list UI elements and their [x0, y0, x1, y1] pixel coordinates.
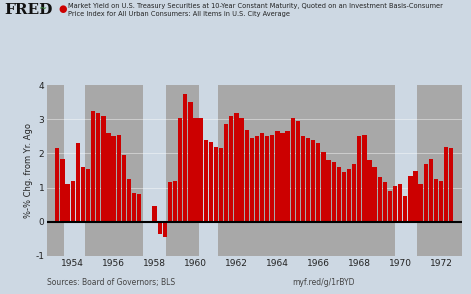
Bar [178, 118, 182, 222]
Bar [388, 191, 392, 222]
Bar [193, 118, 198, 222]
Bar [219, 148, 223, 222]
Bar [86, 169, 90, 222]
Bar [112, 136, 116, 222]
Bar [188, 102, 193, 222]
Bar [301, 136, 305, 222]
Bar [398, 184, 402, 222]
Bar [367, 160, 372, 222]
Bar [296, 121, 300, 222]
Bar [137, 194, 141, 222]
Bar [362, 135, 366, 222]
Bar [127, 179, 131, 222]
Bar [234, 113, 239, 222]
Bar [91, 111, 95, 222]
Bar [275, 131, 279, 222]
Bar [81, 167, 85, 222]
Bar [153, 206, 157, 222]
Text: ~: ~ [39, 4, 47, 14]
Bar [224, 124, 228, 222]
Bar [280, 133, 284, 222]
Bar [168, 183, 172, 222]
Bar [357, 136, 361, 222]
Text: myf.red/g/1rBYD: myf.red/g/1rBYD [292, 278, 355, 287]
Bar [122, 155, 126, 222]
Bar [173, 181, 177, 222]
Bar [403, 196, 407, 222]
Bar [71, 181, 75, 222]
Bar [408, 176, 413, 222]
Bar [214, 147, 218, 222]
Bar [419, 184, 423, 222]
Bar [65, 184, 70, 222]
Bar [157, 222, 162, 234]
Bar [270, 135, 275, 222]
Bar [321, 152, 325, 222]
Bar [147, 222, 152, 223]
Bar [199, 85, 218, 256]
Bar [429, 158, 433, 222]
Bar [198, 118, 203, 222]
Bar [414, 171, 418, 222]
Y-axis label: %-% Chg. from Yr. Ago: %-% Chg. from Yr. Ago [24, 123, 32, 218]
Bar [203, 140, 208, 222]
Text: FRED: FRED [5, 3, 53, 17]
Bar [395, 85, 417, 256]
Bar [285, 131, 290, 222]
Bar [162, 222, 167, 237]
Bar [106, 133, 111, 222]
Bar [265, 136, 269, 222]
Bar [326, 160, 331, 222]
Bar [65, 85, 85, 256]
Bar [291, 118, 295, 222]
Bar [332, 162, 336, 222]
Bar [76, 143, 80, 222]
Bar [183, 94, 187, 222]
Text: Market Yield on U.S. Treasury Securities at 10-Year Constant Maturity, Quoted on: Market Yield on U.S. Treasury Securities… [68, 3, 443, 17]
Bar [439, 181, 443, 222]
Bar [244, 130, 249, 222]
Bar [342, 172, 346, 222]
Bar [117, 135, 121, 222]
Bar [347, 169, 351, 222]
Bar [337, 167, 341, 222]
Bar [96, 113, 100, 222]
Bar [143, 85, 166, 256]
Bar [393, 186, 397, 222]
Bar [101, 116, 106, 222]
Bar [316, 143, 320, 222]
Bar [239, 118, 244, 222]
Bar [250, 138, 254, 222]
Bar [209, 141, 213, 222]
Bar [434, 179, 438, 222]
Bar [229, 116, 234, 222]
Bar [423, 164, 428, 222]
Bar [373, 167, 377, 222]
Bar [352, 164, 356, 222]
Bar [255, 136, 259, 222]
Text: ●: ● [59, 4, 67, 14]
Bar [378, 177, 382, 222]
Bar [382, 183, 387, 222]
Text: Sources: Board of Governors; BLS: Sources: Board of Governors; BLS [47, 278, 175, 287]
Bar [444, 147, 448, 222]
Bar [449, 148, 454, 222]
Bar [311, 140, 316, 222]
Bar [306, 138, 310, 222]
Bar [260, 133, 264, 222]
Bar [60, 158, 65, 222]
Bar [55, 148, 59, 222]
Bar [132, 193, 136, 222]
